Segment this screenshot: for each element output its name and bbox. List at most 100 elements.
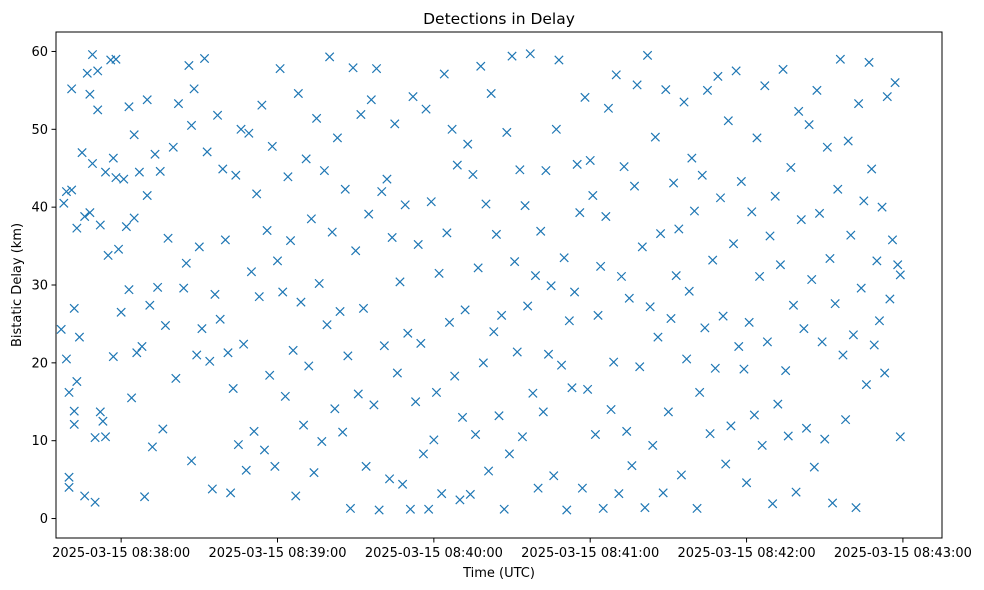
data-point <box>296 297 306 307</box>
data-point <box>366 95 376 105</box>
data-point <box>666 313 676 324</box>
data-point <box>710 363 720 373</box>
data-point <box>476 61 486 71</box>
data-point <box>90 432 100 443</box>
data-point <box>163 233 173 243</box>
data-point <box>650 132 660 142</box>
data-point <box>139 492 150 502</box>
data-point <box>267 141 277 152</box>
data-point <box>291 491 301 501</box>
data-point <box>257 100 267 110</box>
data-point <box>723 116 733 126</box>
data-point <box>762 337 773 347</box>
data-point <box>775 260 786 270</box>
data-point <box>559 253 569 263</box>
x-tick-label: 2025-03-15 08:40:00 <box>365 546 503 561</box>
data-point <box>416 338 426 349</box>
data-point <box>199 53 210 64</box>
data-point <box>463 139 473 149</box>
data-point <box>668 178 679 188</box>
data-point <box>788 300 799 310</box>
data-point <box>794 106 804 117</box>
data-point <box>371 63 382 74</box>
data-point <box>767 499 778 509</box>
data-point <box>158 424 168 434</box>
data-point <box>369 400 379 410</box>
y-tick-label: 60 <box>31 45 48 60</box>
data-point <box>207 484 217 494</box>
data-point <box>93 66 103 76</box>
data-point <box>525 49 535 59</box>
data-point <box>593 310 603 320</box>
data-point <box>572 159 582 169</box>
data-point <box>194 242 204 252</box>
data-point <box>145 300 155 310</box>
data-point <box>220 235 231 245</box>
data-point <box>765 231 775 241</box>
data-point <box>637 242 647 252</box>
data-point <box>807 274 817 285</box>
data-point <box>82 68 92 78</box>
data-point <box>111 54 121 64</box>
data-point <box>327 227 337 237</box>
data-point <box>444 317 455 327</box>
data-point <box>309 467 319 478</box>
data-point <box>171 373 181 384</box>
data-point <box>804 120 814 130</box>
data-point <box>382 174 392 184</box>
data-point <box>142 95 152 105</box>
data-point <box>361 461 371 472</box>
data-point <box>56 324 66 334</box>
data-point <box>210 289 220 299</box>
data-point <box>403 328 413 338</box>
data-point <box>397 479 408 489</box>
plot-area <box>56 32 942 538</box>
data-point <box>632 80 642 90</box>
data-point <box>536 226 546 236</box>
data-point <box>262 225 272 236</box>
data-point <box>783 431 793 441</box>
data-point <box>481 199 491 209</box>
data-point <box>773 399 783 409</box>
data-point <box>541 165 551 176</box>
data-point <box>624 293 634 303</box>
plot-frame <box>55 31 943 539</box>
data-point <box>244 128 254 138</box>
data-point <box>67 185 77 195</box>
data-point <box>744 317 754 327</box>
data-point <box>627 460 637 471</box>
data-point <box>890 77 900 88</box>
data-point <box>861 380 872 390</box>
data-point <box>330 404 340 414</box>
y-tick-label: 30 <box>31 279 48 294</box>
data-point <box>215 314 225 324</box>
data-point <box>129 213 139 223</box>
y-tick-label: 50 <box>31 123 48 138</box>
data-point <box>556 360 567 370</box>
data-point <box>418 449 429 459</box>
data-point <box>528 388 538 398</box>
data-point <box>202 147 212 157</box>
data-point <box>614 489 624 499</box>
data-point <box>426 197 436 207</box>
data-point <box>249 426 259 436</box>
data-point <box>504 449 515 459</box>
data-point <box>343 351 353 361</box>
data-point <box>85 89 95 99</box>
data-point <box>635 362 645 372</box>
data-point <box>181 258 191 268</box>
data-point <box>491 229 502 240</box>
data-point <box>113 244 124 254</box>
data-point <box>770 191 780 201</box>
data-point <box>236 124 246 134</box>
data-point <box>885 294 895 304</box>
data-point <box>731 66 741 76</box>
data-point <box>468 169 478 180</box>
data-point <box>596 261 606 271</box>
data-point <box>306 214 317 224</box>
data-point <box>413 239 423 250</box>
data-point <box>543 349 554 359</box>
data-point <box>460 305 470 315</box>
data-point <box>681 354 692 364</box>
data-point <box>512 347 522 357</box>
